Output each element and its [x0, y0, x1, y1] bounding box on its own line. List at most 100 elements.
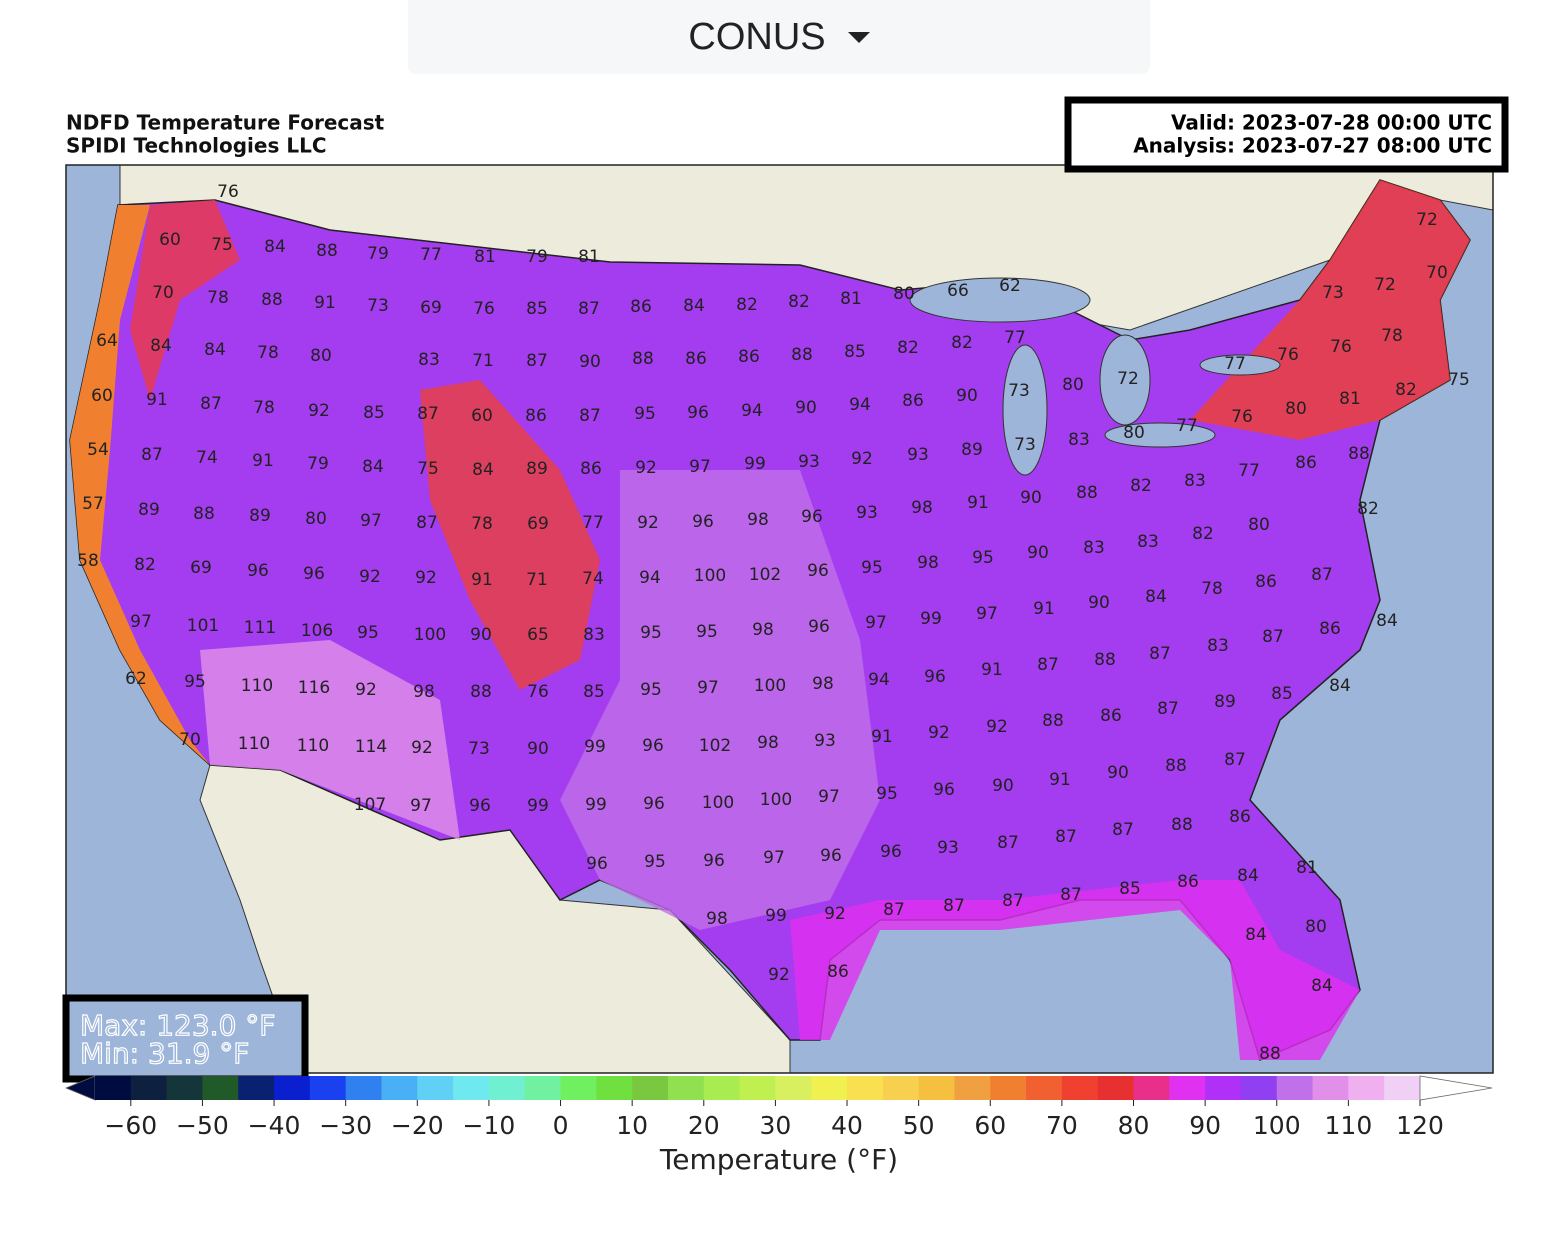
min-temp: Min: 31.9 °F	[80, 1037, 249, 1070]
station-temp: 100	[414, 625, 446, 645]
station-temp: 88	[791, 345, 813, 365]
station-temp: 97	[130, 612, 152, 632]
station-temp: 110	[241, 676, 273, 696]
station-temp: 93	[798, 452, 820, 472]
station-temp: 84	[683, 296, 705, 316]
station-temp: 84	[1376, 611, 1398, 631]
colorbar: −60 −50 −40 −30 −20 −10 0 10 20 30 40 50 60 70 80 90 100…	[64, 1075, 1493, 1140]
region-dropdown[interactable]: CONUS	[408, 0, 1150, 74]
station-temp: 87	[200, 394, 222, 414]
station-temp: 81	[578, 247, 600, 267]
station-temp: 101	[187, 616, 219, 636]
station-temp: 78	[471, 514, 493, 534]
station-temp: 87	[1262, 627, 1284, 647]
colorbar-tick-label: 0	[553, 1111, 569, 1140]
plains-hot	[560, 470, 880, 930]
station-temp: 86	[827, 962, 849, 982]
station-temp: 75	[211, 235, 233, 255]
station-temp: 82	[951, 333, 973, 353]
station-temp: 96	[820, 846, 842, 866]
colorbar-tick-label: −30	[319, 1111, 372, 1140]
colorbar-bin	[1205, 1076, 1242, 1100]
station-temp: 88	[1042, 711, 1064, 731]
station-temp: 99	[920, 609, 942, 629]
station-temp: 107	[354, 795, 386, 815]
station-temp: 95	[640, 680, 662, 700]
station-temp: 102	[749, 565, 781, 585]
station-temp: 65	[527, 625, 549, 645]
colorbar-bin	[1312, 1076, 1349, 1100]
colorbar-bin	[202, 1076, 239, 1100]
map-title: NDFD Temperature Forecast	[66, 111, 385, 135]
station-temp: 84	[1245, 925, 1267, 945]
northwest-warm	[130, 200, 240, 400]
station-temp: 80	[305, 509, 327, 529]
rockies-warm	[420, 380, 600, 690]
station-temp: 87	[1002, 891, 1024, 911]
station-temp: 74	[196, 448, 218, 468]
colorbar-bin	[453, 1076, 490, 1100]
station-temp: 99	[584, 737, 606, 757]
station-temp: 79	[307, 454, 329, 474]
colorbar-bin	[274, 1076, 311, 1100]
station-temp: 87	[1157, 699, 1179, 719]
station-temp: 85	[363, 403, 385, 423]
station-temp: 84	[1329, 676, 1351, 696]
station-temp: 86	[630, 297, 652, 317]
station-temp: 85	[526, 299, 548, 319]
station-temp: 82	[1357, 499, 1379, 519]
colorbar-bin	[130, 1076, 168, 1100]
station-temp: 83	[1083, 538, 1105, 558]
station-temp: 97	[360, 511, 382, 531]
station-temp: 91	[981, 660, 1003, 680]
colorbar-tick-label: −50	[176, 1111, 229, 1140]
colorbar-bin	[1240, 1076, 1278, 1100]
station-temp: 81	[1296, 858, 1318, 878]
station-temp: 60	[91, 386, 113, 406]
station-temp: 96	[642, 736, 664, 756]
station-temp: 72	[1117, 369, 1139, 389]
colorbar-bin	[1026, 1076, 1063, 1100]
station-temp: 92	[355, 680, 377, 700]
station-temp: 100	[694, 566, 726, 586]
station-temp: 85	[583, 682, 605, 702]
station-temp: 98	[812, 674, 834, 694]
station-temp: 86	[1229, 807, 1251, 827]
station-temp: 88	[1165, 756, 1187, 776]
station-temp: 69	[420, 298, 442, 318]
station-temp: 85	[1271, 684, 1293, 704]
colorbar-bin	[1384, 1076, 1421, 1100]
station-temp: 87	[883, 900, 905, 920]
colorbar-bin	[990, 1076, 1027, 1100]
station-temp: 81	[840, 289, 862, 309]
station-temp: 72	[1416, 210, 1438, 230]
station-temp: 99	[744, 454, 766, 474]
station-temp: 77	[582, 513, 604, 533]
station-temp: 88	[193, 504, 215, 524]
station-temp: 74	[582, 569, 604, 589]
station-temp: 96	[880, 842, 902, 862]
station-temp: 94	[639, 568, 661, 588]
station-temp: 76	[1231, 407, 1253, 427]
station-temp: 87	[417, 404, 439, 424]
colorbar-bin	[381, 1076, 418, 1100]
station-temp: 96	[247, 561, 269, 581]
colorbar-tick-label: 10	[616, 1111, 648, 1140]
station-temp: 86	[1100, 706, 1122, 726]
station-temp: 66	[947, 281, 969, 301]
station-temp: 84	[472, 460, 494, 480]
colorbar-tick-label: −60	[104, 1111, 157, 1140]
station-temp: 90	[1020, 488, 1042, 508]
colorbar-tick-label: 70	[1046, 1111, 1078, 1140]
station-temp: 73	[1008, 381, 1030, 401]
station-temp: 88	[316, 241, 338, 261]
colorbar-label: Temperature (°F)	[659, 1143, 898, 1176]
colorbar-bin	[417, 1076, 454, 1100]
station-temp: 87	[943, 896, 965, 916]
station-temp: 116	[298, 678, 330, 698]
maxmin-box	[62, 994, 309, 1083]
colorbar-bin	[524, 1076, 562, 1100]
station-temp: 92	[359, 567, 381, 587]
station-temp: 100	[760, 790, 792, 810]
station-temp: 96	[924, 667, 946, 687]
